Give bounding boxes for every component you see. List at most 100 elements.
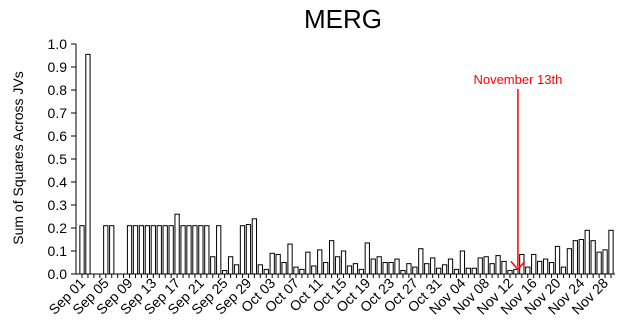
- bar: [554, 245, 561, 275]
- bar: [168, 225, 174, 275]
- bar: [418, 248, 424, 275]
- bar: [376, 256, 382, 275]
- bar: [180, 225, 186, 275]
- bar: [459, 250, 466, 275]
- bar: [388, 262, 394, 275]
- bar: [204, 225, 210, 275]
- bar: [412, 266, 418, 275]
- bar: [364, 242, 370, 275]
- bar: [138, 225, 145, 275]
- bar: [435, 267, 442, 275]
- bar: [465, 267, 471, 275]
- bars: [79, 53, 614, 275]
- y-tick-label: 0.0: [48, 266, 68, 282]
- y-axis-label: Sum of Squares Across JVs: [10, 71, 26, 245]
- bar: [156, 225, 162, 275]
- annotations: November 13th: [473, 72, 562, 271]
- bar: [424, 263, 430, 275]
- bar: [471, 267, 477, 275]
- bar: [566, 248, 573, 275]
- bar: [578, 239, 584, 275]
- bar: [222, 270, 228, 275]
- bar: [299, 268, 305, 275]
- bar: [317, 249, 323, 275]
- bar: [382, 262, 388, 275]
- bar: [400, 270, 406, 275]
- bar: [370, 258, 376, 275]
- bar: [477, 257, 483, 275]
- y-tick-label: 0.3: [48, 197, 68, 213]
- bar: [239, 225, 246, 275]
- bar: [590, 240, 596, 275]
- bar: [525, 266, 531, 275]
- bar: [340, 250, 347, 275]
- bar: [329, 240, 335, 275]
- bar: [233, 264, 240, 275]
- bar: [150, 225, 156, 275]
- bar: [531, 253, 537, 275]
- y-tick-label: 0.5: [48, 151, 68, 167]
- bar: [192, 225, 198, 275]
- annotation-label: November 13th: [473, 72, 562, 87]
- bar: [162, 225, 168, 275]
- y-tick-label: 0.4: [48, 174, 68, 190]
- bar: [85, 53, 91, 275]
- bar: [548, 262, 555, 275]
- bar: [281, 262, 287, 275]
- bar: [602, 249, 608, 275]
- bar: [174, 213, 180, 275]
- bar: [596, 251, 602, 275]
- bar: [430, 257, 436, 275]
- bar: [245, 224, 252, 275]
- bar: [186, 225, 192, 275]
- bar: [489, 263, 495, 275]
- bar: [394, 258, 400, 275]
- bar: [79, 225, 85, 275]
- bar: [305, 251, 311, 275]
- bar: [537, 260, 543, 275]
- bar: [257, 264, 263, 275]
- bar: [311, 265, 317, 275]
- y-tick-label: 0.7: [48, 105, 68, 121]
- bar: [263, 268, 269, 275]
- bar: [453, 268, 460, 275]
- bar: [323, 262, 329, 275]
- bar: [132, 225, 139, 275]
- bar: [507, 270, 513, 275]
- bar: [346, 265, 353, 275]
- bar: [275, 253, 281, 275]
- bar: [483, 256, 489, 275]
- y-tick-label: 0.6: [48, 128, 68, 144]
- bar: [542, 258, 549, 275]
- annotation-arrow-head: [510, 260, 526, 271]
- bar: [334, 256, 341, 275]
- bar: [447, 258, 454, 275]
- bar: [441, 264, 448, 275]
- y-tick-label: 0.9: [48, 59, 68, 75]
- bar: [293, 266, 299, 275]
- bar: [584, 229, 590, 275]
- y-axis-ticks: 0.0 0.1 0.2 0.3 0.4 0.5 0.6 0.7 0.8 0.9 1.0: [48, 36, 76, 282]
- bar: [216, 225, 222, 275]
- bar: [352, 263, 359, 275]
- bar: [358, 268, 365, 275]
- bar: [501, 260, 507, 275]
- bar: [513, 268, 519, 275]
- y-tick-label: 1.0: [48, 36, 68, 52]
- bar: [144, 225, 151, 275]
- bar: [560, 266, 567, 275]
- bar: [198, 225, 204, 275]
- y-tick-label: 0.8: [48, 82, 68, 98]
- y-tick-label: 0.1: [48, 243, 68, 259]
- bar: [572, 240, 578, 275]
- bar: [406, 263, 412, 275]
- bar: [608, 229, 614, 275]
- bar: [287, 243, 293, 275]
- bar: [495, 255, 501, 275]
- bar: [210, 256, 216, 275]
- bar: [103, 225, 109, 275]
- bar: [251, 218, 258, 275]
